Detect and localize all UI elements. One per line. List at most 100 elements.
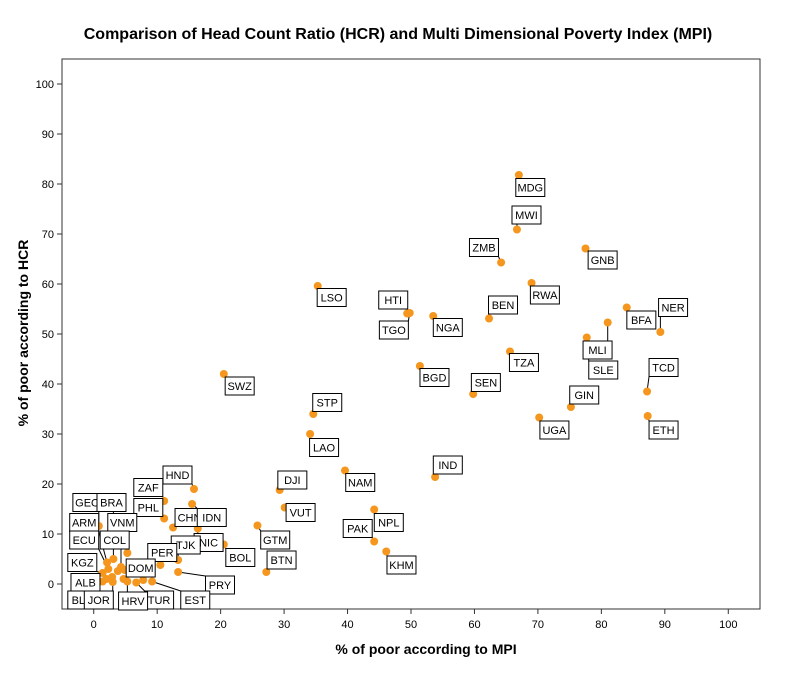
- point-label-text: GEO: [75, 498, 100, 510]
- point-label-box: [488, 295, 519, 315]
- point-label: TCD: [648, 358, 679, 377]
- point-label: TJK: [170, 535, 201, 555]
- data-point: [643, 387, 652, 396]
- point-label-text: ZMB: [472, 243, 495, 255]
- point-label: BTN: [266, 550, 297, 570]
- point-label-box: [162, 465, 193, 485]
- point-label-box: [432, 318, 463, 337]
- point-label-text: ZAF: [138, 483, 159, 495]
- plot-frame: [61, 58, 761, 610]
- point-label-box: [648, 358, 679, 377]
- point-label: BFA: [626, 310, 657, 330]
- point-label: COL: [99, 530, 130, 550]
- point-label: PHL: [133, 498, 164, 517]
- point-label-text: KHM: [389, 560, 413, 572]
- leader-line: [178, 571, 206, 577]
- point-label: BGD: [419, 368, 450, 387]
- point-label: TUR: [144, 590, 175, 610]
- point-label: ARM: [69, 513, 100, 532]
- data-point: [139, 576, 148, 584]
- data-point: [514, 171, 523, 179]
- point-label-text: TZA: [514, 358, 535, 370]
- point-label-text: NIC: [199, 538, 218, 550]
- point-label-text: NGA: [436, 323, 461, 335]
- point-label-text: GNB: [591, 255, 615, 267]
- point-label-text: VNM: [110, 518, 134, 530]
- data-point: [123, 549, 132, 557]
- x-tick-label: 100: [719, 619, 737, 631]
- point-label-text: PAK: [347, 524, 369, 536]
- point-label: ECU: [69, 530, 100, 550]
- data-point: [148, 577, 157, 586]
- point-label-box: [345, 473, 376, 492]
- point-label: EST: [180, 590, 211, 610]
- x-tick-label: 80: [595, 619, 607, 631]
- chart-title: Comparison of Head Count Ratio (HCR) and…: [83, 26, 713, 43]
- x-axis: 0 10 20 30 40 50 60 70 80 90 100: [91, 609, 737, 631]
- x-tick-label: 30: [278, 619, 290, 631]
- x-tick-label: 0: [91, 619, 97, 631]
- point-label: ZMB: [468, 238, 499, 257]
- point-label-text: VUT: [290, 508, 312, 520]
- point-label: LSO: [316, 288, 347, 307]
- data-point: [104, 565, 113, 573]
- y-axis: 0 10 20 30 40 50 60 70 80 90 100: [36, 79, 62, 591]
- point-label-box: [658, 298, 689, 317]
- point-label-text: RWA: [532, 290, 558, 302]
- point-label: NGA: [432, 318, 463, 337]
- data-point: [485, 314, 494, 323]
- point-label-box: [312, 393, 343, 412]
- point-label: STP: [312, 393, 343, 412]
- leader-line: [151, 581, 181, 592]
- point-label: GTM: [260, 530, 291, 550]
- point-label-text: ARM: [72, 518, 96, 530]
- point-label-text: ECU: [73, 535, 96, 547]
- point-label: NAM: [345, 473, 376, 492]
- point-label-text: BOL: [229, 553, 251, 565]
- data-point: [370, 505, 379, 514]
- point-label-box: [515, 178, 546, 197]
- data-point: [622, 303, 631, 312]
- data-point: [189, 485, 198, 493]
- point-label-text: SEN: [475, 378, 498, 390]
- point-label-text: TCD: [652, 363, 675, 375]
- point-label-text: BGD: [423, 373, 447, 385]
- point-label: ETH: [648, 420, 679, 440]
- point-label: BRA: [96, 493, 127, 512]
- point-label-box: [468, 238, 499, 257]
- point-label: NER: [658, 298, 689, 317]
- point-label: DJI: [277, 470, 308, 490]
- point-label-box: [99, 530, 130, 550]
- data-point: [603, 318, 612, 327]
- point-label-box: [83, 590, 114, 610]
- point-label-box: [648, 420, 679, 440]
- y-tick-label: 100: [36, 79, 54, 91]
- point-label-text: HTI: [384, 295, 402, 307]
- data-point: [119, 575, 128, 583]
- point-label: TGO: [378, 320, 409, 340]
- point-label: PER: [147, 543, 178, 562]
- point-label-box: [266, 550, 297, 570]
- point-label: JOR: [83, 590, 114, 610]
- y-tick-label: 90: [42, 129, 54, 141]
- point-label-box: [277, 470, 308, 490]
- point-label: KGZ: [67, 553, 98, 572]
- point-label-box: [96, 493, 127, 512]
- y-tick-label: 30: [42, 429, 54, 441]
- data-point: [132, 578, 141, 587]
- point-label-box: [626, 310, 657, 330]
- point-label-text: ETH: [653, 425, 675, 437]
- point-label-box: [419, 368, 450, 387]
- point-label: GNB: [587, 250, 618, 270]
- point-label-text: BTN: [271, 555, 293, 567]
- x-tick-label: 20: [215, 619, 227, 631]
- point-label-text: IND: [438, 460, 457, 472]
- point-label-box: [133, 478, 164, 497]
- point-label: BOL: [225, 548, 256, 567]
- point-label-text: EST: [185, 595, 207, 607]
- data-point: [527, 279, 536, 287]
- data-point: [643, 412, 652, 420]
- point-label-box: [342, 519, 373, 538]
- point-label-text: BFA: [631, 315, 652, 327]
